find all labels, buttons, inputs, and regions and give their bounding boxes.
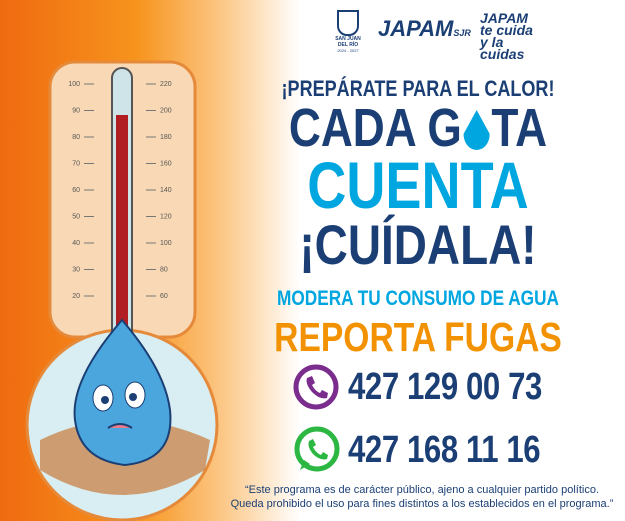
scale-label: 70 [72,161,80,168]
mercury-level [116,115,128,360]
header-logos: SAN JUAN DEL RÍO 2024 - 2027 JAPAMSJR JA… [330,10,550,62]
scale-label: 50 [72,214,80,221]
scale-label: 40 [72,240,80,247]
scale-label: 90 [72,108,80,115]
subline: MODERA TU CONSUMO DE AGUA [277,287,559,310]
scale-label: 30 [72,267,80,274]
phone-call-icon [293,364,339,410]
municipio-logo: SAN JUAN DEL RÍO 2024 - 2027 [330,10,366,53]
phone-line-whatsapp[interactable]: 427 168 11 16 [292,426,582,474]
japam-logo: JAPAMSJR [378,16,471,41]
campaign-logo: JAPAM te cuida y la cuidas [480,10,533,62]
disclaimer: “Este programa es de carácter público, a… [230,484,614,510]
headline-line3: ¡CUÍDALA! [299,213,537,276]
scale-label: 160 [160,161,172,168]
shield-icon [337,10,359,36]
scale-label: 180 [160,134,172,141]
headline-line1: CADA G TA [288,98,548,158]
scale-label: 100 [68,81,80,88]
phone-line-call[interactable]: 427 129 00 73 [292,364,585,410]
scale-label: 60 [160,293,168,300]
scale-label: 80 [72,134,80,141]
scale-label: 60 [72,187,80,194]
scale-label: 140 [160,187,172,194]
scale-label: 20 [72,293,80,300]
scale-label: 220 [160,81,172,88]
scale-label: 200 [160,108,172,115]
scale-label: 80 [160,267,168,274]
scale-label: 100 [160,240,172,247]
headline-line2: CUENTA [307,148,529,222]
water-drop-character [73,318,172,467]
scale-label: 120 [160,214,172,221]
whatsapp-icon [294,426,340,472]
water-drop-icon [463,110,490,150]
cta-report-leaks: REPORTA FUGAS [274,314,562,360]
pre-headline: ¡PREPÁRATE PARA EL CALOR! [281,76,555,101]
